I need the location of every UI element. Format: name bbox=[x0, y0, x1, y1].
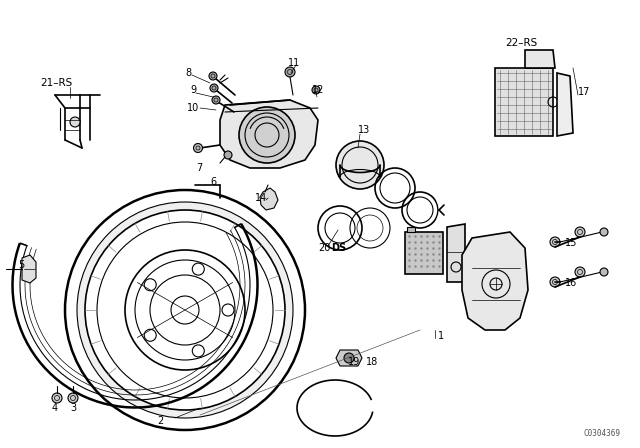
Text: 19: 19 bbox=[348, 357, 360, 367]
Text: 5: 5 bbox=[18, 260, 24, 270]
Text: 3: 3 bbox=[70, 403, 76, 413]
Text: 9: 9 bbox=[190, 85, 196, 95]
Polygon shape bbox=[557, 73, 573, 136]
Circle shape bbox=[224, 151, 232, 159]
Circle shape bbox=[575, 267, 585, 277]
Polygon shape bbox=[447, 224, 465, 282]
Circle shape bbox=[285, 67, 295, 77]
Circle shape bbox=[212, 96, 220, 104]
Text: 13: 13 bbox=[358, 125, 371, 135]
Polygon shape bbox=[260, 188, 278, 210]
Polygon shape bbox=[495, 68, 553, 136]
Text: 22–RS: 22–RS bbox=[505, 38, 537, 48]
Circle shape bbox=[344, 353, 354, 363]
Text: 12: 12 bbox=[312, 85, 324, 95]
Circle shape bbox=[68, 393, 78, 403]
Text: 16: 16 bbox=[565, 278, 577, 288]
Circle shape bbox=[65, 190, 305, 430]
Text: 7: 7 bbox=[196, 163, 202, 173]
Circle shape bbox=[239, 107, 295, 163]
Text: 21–RS: 21–RS bbox=[40, 78, 72, 88]
Polygon shape bbox=[525, 50, 555, 68]
Polygon shape bbox=[462, 232, 528, 330]
Polygon shape bbox=[22, 255, 36, 283]
Text: 17: 17 bbox=[578, 87, 590, 97]
Text: 10: 10 bbox=[187, 103, 199, 113]
Circle shape bbox=[77, 202, 293, 418]
Circle shape bbox=[209, 72, 217, 80]
Text: 8: 8 bbox=[185, 68, 191, 78]
Text: 18: 18 bbox=[366, 357, 378, 367]
Polygon shape bbox=[220, 100, 318, 168]
Circle shape bbox=[312, 86, 320, 94]
Circle shape bbox=[193, 143, 202, 152]
Text: 20: 20 bbox=[318, 243, 330, 253]
Circle shape bbox=[600, 228, 608, 236]
Text: 14: 14 bbox=[255, 193, 268, 203]
Circle shape bbox=[85, 210, 285, 410]
Text: DS: DS bbox=[331, 243, 346, 253]
Circle shape bbox=[336, 141, 384, 189]
Text: 11: 11 bbox=[288, 58, 300, 68]
Text: 2: 2 bbox=[157, 416, 163, 426]
Circle shape bbox=[575, 227, 585, 237]
Circle shape bbox=[550, 277, 560, 287]
Circle shape bbox=[600, 268, 608, 276]
Circle shape bbox=[550, 237, 560, 247]
Text: 1: 1 bbox=[438, 331, 444, 341]
Circle shape bbox=[210, 84, 218, 92]
Polygon shape bbox=[405, 232, 443, 274]
Circle shape bbox=[70, 117, 80, 127]
Text: 4: 4 bbox=[52, 403, 58, 413]
Polygon shape bbox=[336, 350, 362, 366]
Text: 6: 6 bbox=[210, 177, 216, 187]
Text: 15: 15 bbox=[565, 238, 577, 248]
Polygon shape bbox=[407, 227, 415, 232]
Text: C0304369: C0304369 bbox=[583, 429, 620, 438]
Circle shape bbox=[52, 393, 62, 403]
